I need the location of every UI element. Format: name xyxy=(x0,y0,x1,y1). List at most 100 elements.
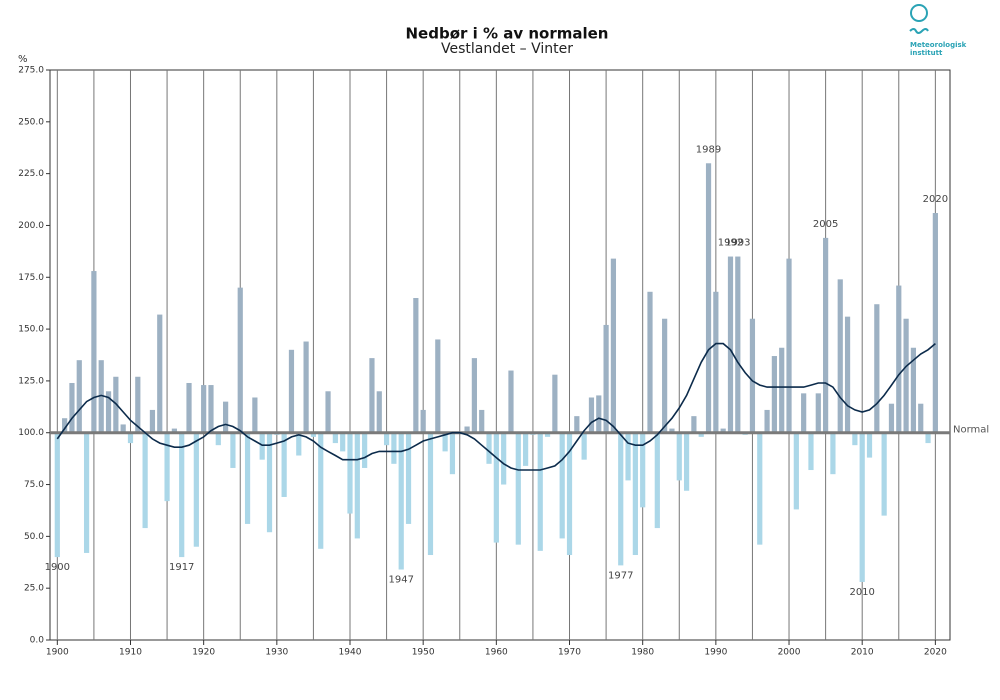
bar xyxy=(376,391,382,433)
bar xyxy=(420,409,426,433)
annotation: 1900 xyxy=(45,562,70,573)
bar xyxy=(808,432,814,471)
bar xyxy=(362,432,368,468)
bar xyxy=(588,397,595,433)
bar xyxy=(925,432,931,444)
x-tick-label: 1940 xyxy=(339,648,362,658)
bar xyxy=(779,347,785,433)
bar xyxy=(537,432,543,551)
bar xyxy=(157,314,163,433)
bar xyxy=(98,360,104,433)
bar xyxy=(237,287,243,433)
bar xyxy=(479,409,485,433)
bar xyxy=(398,432,404,570)
bar xyxy=(874,304,880,433)
bar xyxy=(164,432,170,502)
bar xyxy=(230,432,236,468)
bar xyxy=(369,358,375,433)
bar xyxy=(647,291,653,433)
bar xyxy=(303,341,309,433)
bar xyxy=(918,403,924,433)
smooth-line xyxy=(56,342,936,471)
bar xyxy=(223,401,229,433)
y-tick-label: 225.0 xyxy=(18,169,44,179)
y-tick-label: 100.0 xyxy=(18,428,44,438)
bar xyxy=(149,409,156,433)
bar xyxy=(354,432,360,539)
bar xyxy=(215,432,221,446)
y-tick-label: 75.0 xyxy=(24,480,44,490)
bar xyxy=(830,432,836,475)
x-tick-label: 1910 xyxy=(119,648,142,658)
bar xyxy=(596,395,602,433)
bar xyxy=(259,432,265,460)
bar xyxy=(888,403,895,433)
bar xyxy=(310,432,317,437)
bar xyxy=(442,432,448,452)
x-tick-label: 1960 xyxy=(485,648,508,658)
logo-wave xyxy=(909,28,929,34)
annotation: 2020 xyxy=(923,194,948,205)
bar xyxy=(347,432,353,514)
annotation: 2005 xyxy=(813,219,838,230)
annotation: 2010 xyxy=(849,587,874,598)
bar xyxy=(896,285,902,433)
bar xyxy=(837,279,843,433)
y-tick-label: 250.0 xyxy=(18,117,44,127)
x-tick-label: 1950 xyxy=(412,648,435,658)
logo-icon xyxy=(910,4,928,22)
logo-text: institutt xyxy=(910,49,943,57)
y-tick-label: 25.0 xyxy=(24,584,44,594)
bar xyxy=(705,163,712,433)
bar xyxy=(515,432,521,545)
y-tick-label: 50.0 xyxy=(24,532,44,542)
bar xyxy=(749,318,756,433)
bar xyxy=(881,432,887,516)
logo-text: Meteorologisk xyxy=(910,41,967,49)
bar xyxy=(654,432,660,529)
bar xyxy=(932,213,938,433)
bar xyxy=(186,382,192,433)
bar xyxy=(698,432,704,437)
bar xyxy=(54,432,60,558)
annotation: 1993 xyxy=(725,238,750,249)
bar xyxy=(120,424,126,433)
bar xyxy=(815,393,821,433)
annotation: 1947 xyxy=(388,575,413,586)
bar xyxy=(83,432,90,553)
bar xyxy=(625,432,631,481)
bar xyxy=(69,382,75,433)
bar xyxy=(332,432,338,444)
bar xyxy=(552,374,558,433)
bar xyxy=(676,432,682,481)
bar xyxy=(105,391,112,433)
bar xyxy=(574,416,580,433)
bar xyxy=(296,432,302,456)
bar xyxy=(508,370,514,433)
bar xyxy=(640,432,646,508)
bar xyxy=(193,432,199,547)
bar xyxy=(618,432,624,566)
y-tick-label: 200.0 xyxy=(18,221,44,231)
bar xyxy=(318,432,324,549)
bar xyxy=(823,237,829,433)
x-tick-label: 1930 xyxy=(265,648,288,658)
chart-title: Nedbør i % av normalen xyxy=(406,25,609,43)
bar xyxy=(566,432,573,556)
bar xyxy=(427,432,434,556)
x-tick-label: 2000 xyxy=(778,648,801,658)
bar xyxy=(757,432,763,545)
bar xyxy=(771,356,777,433)
bar xyxy=(544,432,551,437)
bar xyxy=(859,432,865,582)
x-tick-label: 1970 xyxy=(558,648,581,658)
bar xyxy=(610,258,617,433)
x-tick-label: 2020 xyxy=(924,648,947,658)
bar xyxy=(340,432,346,452)
bar xyxy=(288,349,295,433)
bar xyxy=(76,360,82,433)
annotation: 1989 xyxy=(696,144,721,155)
x-tick-label: 1920 xyxy=(192,648,215,658)
bar xyxy=(910,347,917,433)
